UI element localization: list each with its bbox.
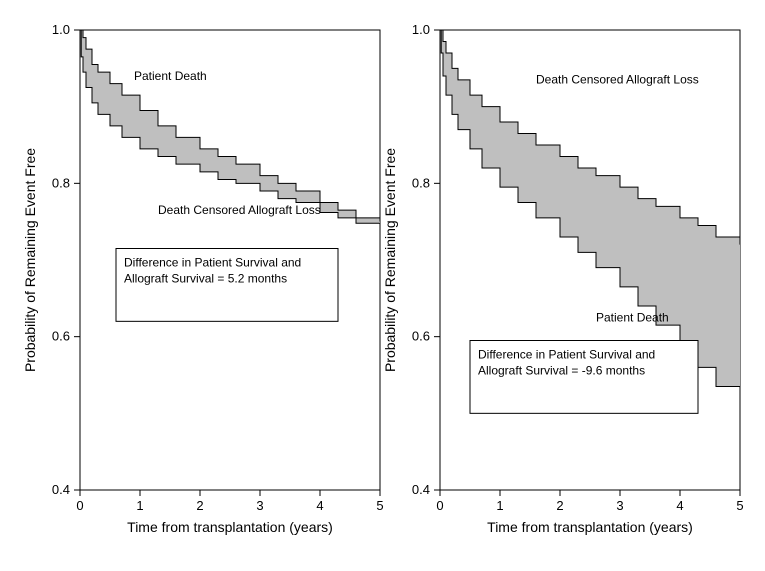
- x-tick-label: 0: [436, 498, 443, 513]
- upper-curve-label: Patient Death: [134, 69, 207, 83]
- x-tick-label: 1: [136, 498, 143, 513]
- x-tick-label: 2: [556, 498, 563, 513]
- difference-text: Difference in Patient Survival and: [124, 256, 301, 270]
- x-tick-label: 3: [256, 498, 263, 513]
- x-tick-label: 5: [736, 498, 743, 513]
- y-tick-label: 0.8: [52, 175, 70, 190]
- survival-area: [80, 30, 380, 228]
- difference-text: Allograft Survival = 5.2 months: [124, 272, 287, 286]
- y-axis-title: Probability of Remaining Event Free: [382, 148, 398, 372]
- x-axis-title: Time from transplantation (years): [127, 519, 333, 535]
- x-tick-label: 2: [196, 498, 203, 513]
- x-tick-label: 1: [496, 498, 503, 513]
- y-tick-label: 0.8: [412, 175, 430, 190]
- x-tick-label: 4: [316, 498, 323, 513]
- chart-svg: 0 1 2 3 4 5 0.4 0.6 0.8 1.0 Patient Death Death Cen…: [10, 10, 755, 561]
- y-tick-label: 1.0: [52, 22, 70, 37]
- y-tick-label: 0.4: [52, 482, 70, 497]
- survival-chart-pair: 0 1 2 3 4 5 0.4 0.6 0.8 1.0 Patient Death Death Cen…: [10, 10, 755, 561]
- y-tick-label: 0.4: [412, 482, 430, 497]
- difference-text: Difference in Patient Survival and: [478, 348, 655, 362]
- upper-curve-label: Death Censored Allograft Loss: [536, 73, 699, 87]
- x-tick-label: 5: [376, 498, 383, 513]
- x-tick-label: 3: [616, 498, 623, 513]
- y-tick-label: 0.6: [52, 329, 70, 344]
- lower-curve-label: Patient Death: [596, 310, 669, 324]
- x-axis-title: Time from transplantation (years): [487, 519, 693, 535]
- difference-text: Allograft Survival = -9.6 months: [478, 364, 645, 378]
- y-tick-label: 0.6: [412, 329, 430, 344]
- x-tick-label: 4: [676, 498, 683, 513]
- y-tick-label: 1.0: [412, 22, 430, 37]
- x-tick-label: 0: [76, 498, 83, 513]
- lower-curve-label: Death Censored Allograft Loss: [158, 203, 321, 217]
- y-axis-title: Probability of Remaining Event Free: [22, 148, 38, 372]
